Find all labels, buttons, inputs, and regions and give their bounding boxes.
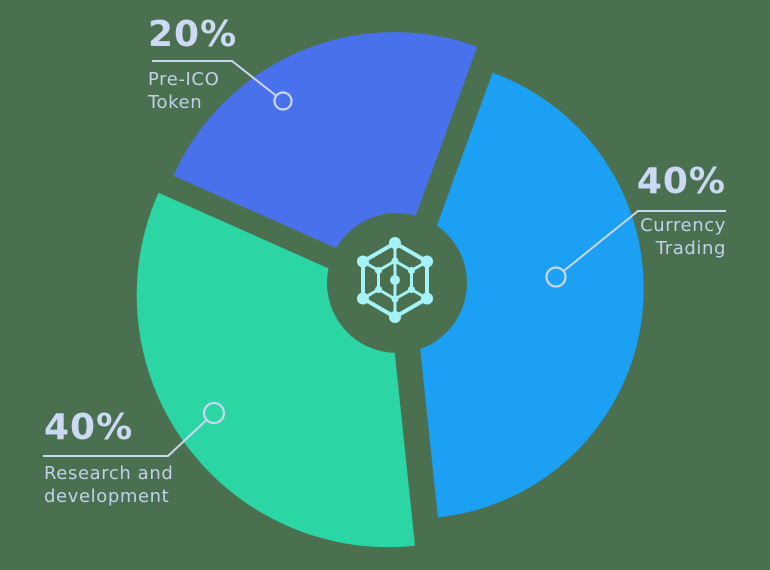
research-development-label: Research and development xyxy=(44,462,173,508)
icon-node-dot xyxy=(389,311,401,323)
icon-node-dot-small xyxy=(407,285,416,294)
pre-ico-label-line2: Token xyxy=(148,92,203,113)
currency-trading-label: Currency Trading xyxy=(637,214,726,260)
callout-research-development: 40% Research and development xyxy=(44,410,173,508)
icon-node-dot-small xyxy=(374,285,383,294)
currency-trading-label-line2: Trading xyxy=(655,238,726,259)
marker-ring-currency xyxy=(545,266,567,288)
pre-ico-label-line1: Pre-ICO xyxy=(148,69,220,90)
icon-node-dot xyxy=(389,237,401,249)
icon-center-dot xyxy=(390,275,400,285)
pie-slice-currency xyxy=(413,72,644,518)
marker-ring-pre_ico xyxy=(273,91,293,111)
currency-trading-percent-label: 40% xyxy=(636,161,726,202)
research-development-label-line1: Research and xyxy=(44,463,174,484)
icon-node-dot xyxy=(356,255,369,268)
icon-node-dot-small xyxy=(391,257,399,265)
icon-node-dot xyxy=(356,292,369,305)
icon-node-dot-small xyxy=(374,266,383,275)
pre-ico-percent-label: 20% xyxy=(148,14,238,55)
marker-ring-research xyxy=(202,401,226,425)
icon-node-dot xyxy=(421,255,434,268)
currency-trading-label-line1: Currency xyxy=(640,215,726,236)
icon-node-dot-small xyxy=(407,266,416,275)
icon-node-dot-small xyxy=(391,295,399,303)
icon-node-dot xyxy=(421,292,434,305)
callout-currency-trading: 40% Currency Trading xyxy=(637,164,726,260)
callout-leader-lines xyxy=(43,60,726,457)
research-development-percent-label: 40% xyxy=(44,407,134,448)
leader-line-currency xyxy=(562,210,726,273)
leader-line-research xyxy=(43,419,208,457)
research-development-label-line2: development xyxy=(44,486,170,507)
leader-line-pre_ico xyxy=(152,60,278,97)
callout-pre-ico-token: 20% Pre-ICO Token xyxy=(148,17,237,114)
blockchain-network-icon xyxy=(356,237,434,323)
pre-ico-label: Pre-ICO Token xyxy=(148,68,237,114)
